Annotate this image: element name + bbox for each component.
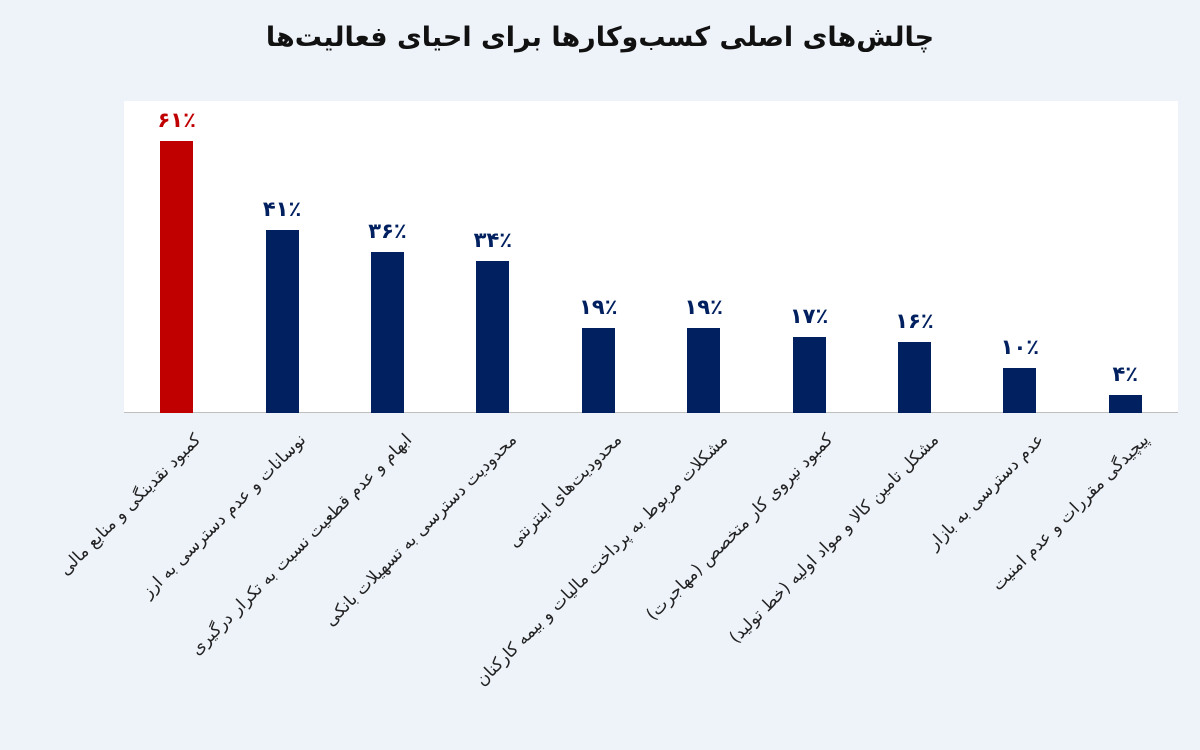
bar	[160, 141, 194, 413]
data-label: ۱۷٪	[789, 304, 829, 329]
chart-title: چالش‌های اصلی کسب‌وکارها برای احیای فعال…	[265, 22, 935, 53]
data-label: ۱۶٪	[895, 308, 934, 333]
data-label: ۶۱٪	[157, 108, 196, 132]
data-label: ۱۰٪	[1000, 335, 1040, 360]
bar	[898, 341, 931, 413]
bar	[265, 230, 299, 413]
bar	[581, 328, 615, 413]
data-label: ۴۱٪	[262, 197, 302, 222]
bar	[687, 328, 721, 413]
data-label: ۳۶٪	[368, 219, 407, 244]
data-label: ۴٪	[1112, 362, 1139, 387]
data-label: ۱۹٪	[579, 295, 618, 320]
bar	[476, 261, 510, 413]
bar	[792, 337, 826, 413]
data-label: ۱۹٪	[684, 295, 723, 320]
bar	[1108, 395, 1142, 413]
bar	[1003, 368, 1037, 413]
x-axis-line	[124, 412, 1178, 413]
plot-area	[124, 101, 1178, 413]
bar	[371, 252, 404, 413]
data-label: ۳۴٪	[473, 228, 513, 253]
